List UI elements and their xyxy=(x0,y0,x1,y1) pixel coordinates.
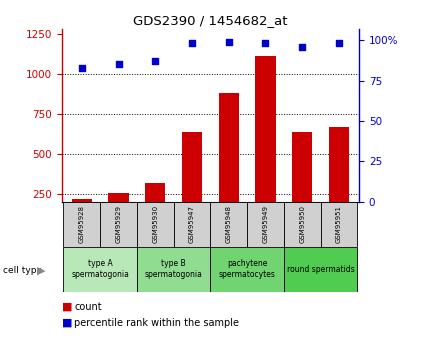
Bar xyxy=(100,202,137,247)
Bar xyxy=(210,247,284,292)
Text: GSM95928: GSM95928 xyxy=(79,205,85,243)
Point xyxy=(115,62,122,67)
Text: round spermatids: round spermatids xyxy=(287,265,354,274)
Text: GSM95951: GSM95951 xyxy=(336,205,342,243)
Bar xyxy=(292,132,312,234)
Text: type B
spermatogonia: type B spermatogonia xyxy=(144,259,203,279)
Text: GSM95950: GSM95950 xyxy=(299,205,305,243)
Bar xyxy=(329,127,349,234)
Bar xyxy=(137,247,210,292)
Text: pachytene
spermatocytes: pachytene spermatocytes xyxy=(219,259,275,279)
Point xyxy=(299,44,306,49)
Bar xyxy=(63,202,100,247)
Text: GSM95930: GSM95930 xyxy=(152,205,158,243)
Bar xyxy=(108,193,129,234)
Point xyxy=(79,65,85,70)
Title: GDS2390 / 1454682_at: GDS2390 / 1454682_at xyxy=(133,14,288,27)
Text: ■: ■ xyxy=(62,302,72,312)
Bar xyxy=(247,202,284,247)
Point xyxy=(335,41,342,46)
Bar xyxy=(218,93,239,234)
Bar xyxy=(63,247,137,292)
Text: GSM95947: GSM95947 xyxy=(189,205,195,243)
Text: ▶: ▶ xyxy=(37,266,46,276)
Text: percentile rank within the sample: percentile rank within the sample xyxy=(74,318,239,327)
Text: type A
spermatogonia: type A spermatogonia xyxy=(71,259,129,279)
Bar xyxy=(174,202,210,247)
Bar xyxy=(72,199,92,234)
Text: count: count xyxy=(74,302,102,312)
Bar xyxy=(210,202,247,247)
Bar xyxy=(284,202,320,247)
Bar xyxy=(145,184,165,234)
Bar xyxy=(182,131,202,234)
Bar xyxy=(137,202,174,247)
Text: GSM95929: GSM95929 xyxy=(116,205,122,243)
Text: GSM95948: GSM95948 xyxy=(226,205,232,243)
Text: cell type: cell type xyxy=(3,266,42,275)
Text: GSM95949: GSM95949 xyxy=(263,205,269,243)
Bar xyxy=(284,247,357,292)
Bar xyxy=(255,57,275,234)
Point xyxy=(225,39,232,45)
Bar xyxy=(320,202,357,247)
Text: ■: ■ xyxy=(62,318,72,327)
Point xyxy=(152,58,159,64)
Point xyxy=(262,41,269,46)
Point xyxy=(189,41,196,46)
